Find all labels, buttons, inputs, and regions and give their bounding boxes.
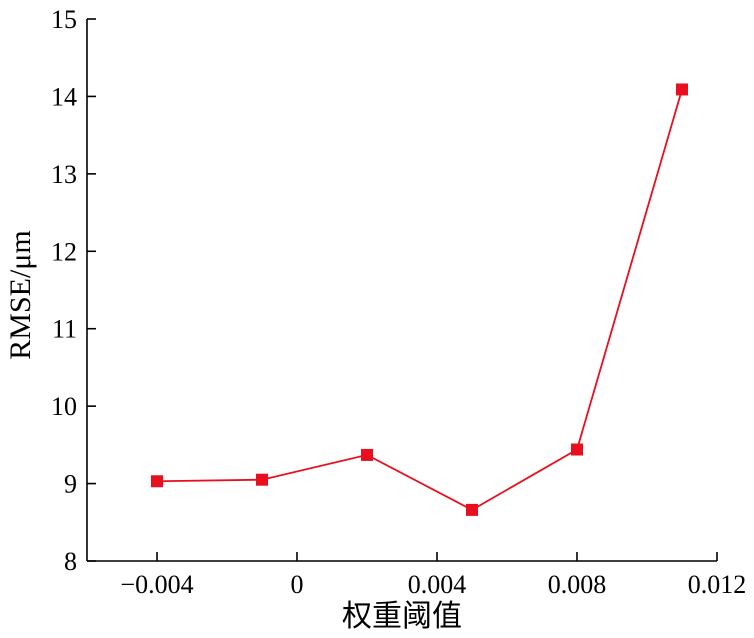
data-point-marker: [676, 83, 688, 96]
y-tick-label: 12: [51, 237, 77, 266]
x-ticks: −0.004 0 0.004 0.008 0.012: [120, 552, 746, 599]
y-tick-label: 14: [51, 82, 77, 111]
data-point-marker: [466, 503, 478, 516]
x-tick-label: 0.008: [548, 570, 607, 599]
y-tick-label: 9: [64, 470, 77, 499]
x-tick-label: 0: [291, 570, 304, 599]
series-line: [156, 89, 683, 511]
y-tick-label: 13: [51, 160, 77, 189]
y-tick-label: 11: [52, 315, 77, 344]
data-point-marker: [151, 475, 163, 488]
x-tick-label: 0.012: [688, 570, 747, 599]
y-axis-label: RMSE/μm: [4, 230, 37, 359]
series-layer: [151, 83, 688, 516]
y-tick-label: 15: [51, 5, 77, 34]
y-tick-label: 8: [64, 547, 77, 576]
y-ticks: 8 9 10 11 12 13 14 15: [51, 5, 96, 576]
x-tick-label: −0.004: [120, 570, 193, 599]
data-point-marker: [361, 448, 373, 461]
data-point-marker: [256, 473, 268, 486]
x-tick-label: 0.004: [408, 570, 467, 599]
data-point-marker: [571, 443, 583, 456]
x-axis-label: 权重阈值: [342, 600, 462, 633]
axes: [86, 19, 717, 562]
y-tick-label: 10: [51, 392, 77, 421]
